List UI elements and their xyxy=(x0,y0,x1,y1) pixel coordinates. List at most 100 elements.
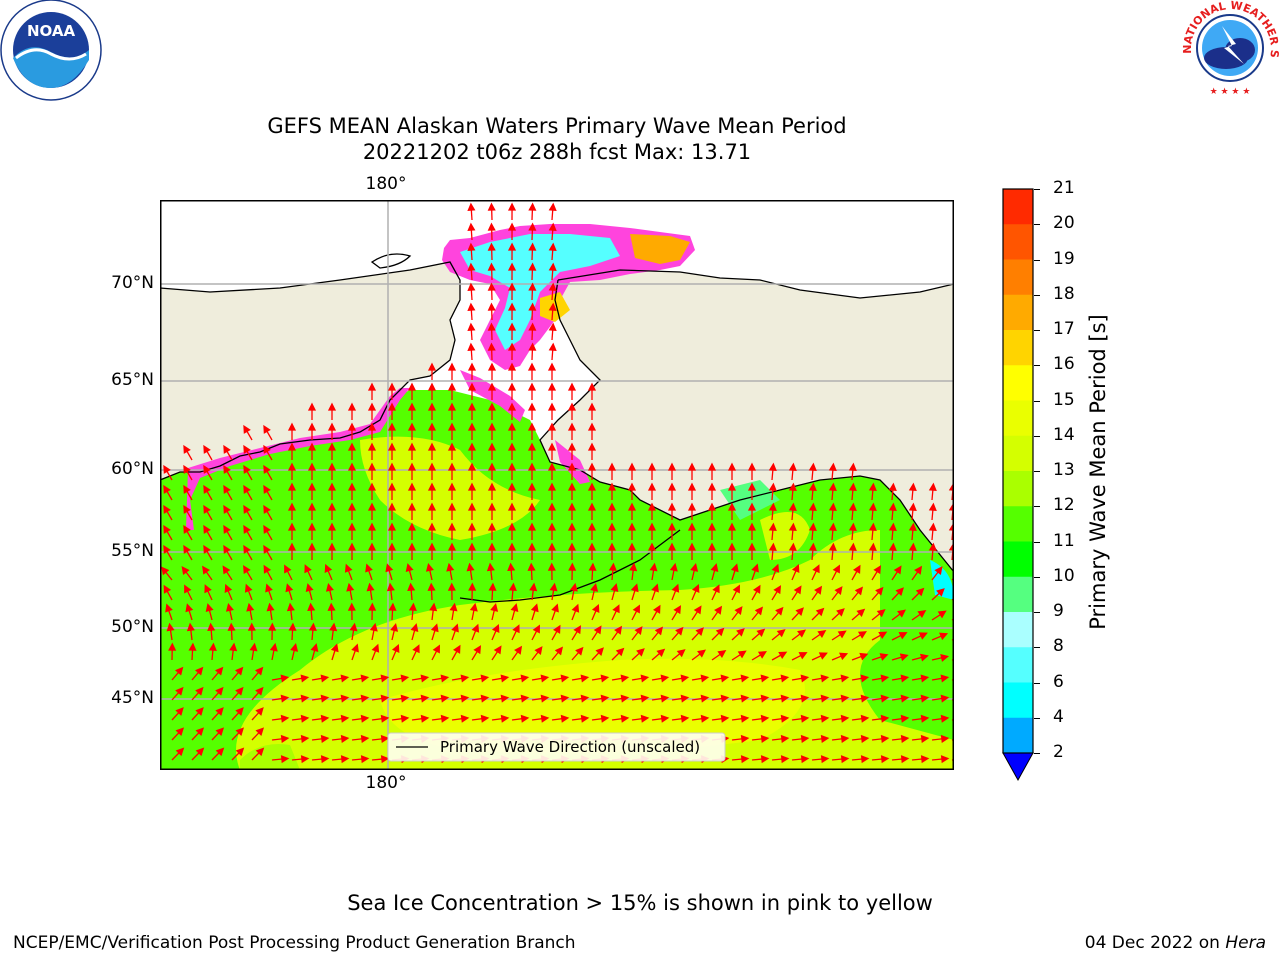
wave-arrow-head xyxy=(447,462,457,471)
wave-arrow-head xyxy=(940,734,950,743)
wave-arrow-head xyxy=(530,603,539,613)
wave-arrow-head xyxy=(490,603,499,612)
wave-arrow-head xyxy=(707,542,717,551)
wave-arrow-head xyxy=(649,562,658,572)
wave-arrow-head xyxy=(223,464,231,474)
wave-arrow-head xyxy=(507,382,517,391)
wave-arrow-head xyxy=(287,482,297,491)
colorbar-tick-mark xyxy=(1034,647,1040,649)
colorbar-tick-label: 16 xyxy=(1053,354,1075,375)
noaa-logo: NOAA xyxy=(0,0,102,101)
wave-arrow-head xyxy=(839,652,849,661)
colorbar-tick-mark xyxy=(1034,365,1040,367)
wave-arrow-head xyxy=(547,482,557,491)
wave-arrow-head xyxy=(223,444,231,454)
wave-arrow-head xyxy=(773,585,782,595)
wave-arrow-head xyxy=(367,502,377,511)
wave-arrow-head xyxy=(254,666,264,676)
wave-arrow-head xyxy=(629,562,638,572)
colorbar-band xyxy=(1003,576,1033,613)
wave-arrow-head xyxy=(307,462,317,471)
wave-arrow-head xyxy=(368,602,377,611)
wave-arrow-head xyxy=(330,643,339,653)
wave-arrow-head xyxy=(669,562,678,572)
wave-arrow-head xyxy=(815,607,825,617)
wave-arrow-head xyxy=(547,542,557,551)
wave-arrow-head xyxy=(820,734,830,743)
wave-arrow-head xyxy=(407,542,417,551)
wave-arrow-head xyxy=(467,282,476,291)
wave-arrow-head xyxy=(691,583,700,594)
wave-arrow-head xyxy=(840,714,850,723)
wave-arrow-head xyxy=(288,622,297,631)
wave-arrow-head xyxy=(840,734,850,743)
wave-arrow-head xyxy=(607,502,617,511)
wave-arrow-head xyxy=(367,402,377,411)
wave-arrow-head xyxy=(447,442,457,451)
wave-arrow-head xyxy=(554,646,564,656)
wave-arrow-head xyxy=(569,582,578,592)
wave-arrow-head xyxy=(263,524,271,534)
wave-arrow-head xyxy=(280,694,290,703)
wave-arrow-head xyxy=(307,502,317,511)
wave-arrow-head xyxy=(305,583,314,592)
colorbar-tick-label: 2 xyxy=(1053,742,1064,762)
wave-arrow-head xyxy=(587,422,597,431)
wave-arrow-head xyxy=(307,482,317,491)
wave-arrow-head xyxy=(740,694,750,703)
wave-arrow-head xyxy=(615,647,625,657)
wave-arrow-head xyxy=(427,462,437,471)
wave-arrow-head xyxy=(500,714,510,723)
noaa-logo-text: NOAA xyxy=(27,22,76,40)
wave-arrow-head xyxy=(175,727,185,737)
wave-arrow-head xyxy=(280,734,290,743)
wave-arrow-head xyxy=(507,222,517,231)
wave-arrow-head xyxy=(347,462,357,471)
wave-arrow-head xyxy=(520,714,530,723)
wave-arrow-head xyxy=(427,402,437,411)
wave-arrow-head xyxy=(587,522,597,531)
wave-arrow-head xyxy=(940,653,950,662)
wave-arrow-head xyxy=(687,462,697,471)
wave-arrow-head xyxy=(800,734,810,743)
wave-arrow-head xyxy=(868,482,877,492)
wave-arrow-head xyxy=(183,544,191,554)
wave-arrow-head xyxy=(347,442,357,451)
wave-arrow-head xyxy=(788,462,797,472)
wave-arrow-head xyxy=(868,522,877,532)
wave-arrow-head xyxy=(528,302,537,311)
wave-arrow-head xyxy=(215,707,224,716)
wave-arrow-head xyxy=(671,583,680,593)
wave-arrow-head xyxy=(467,402,477,411)
wave-arrow-head xyxy=(636,648,645,657)
wave-arrow-head xyxy=(263,544,271,554)
wave-arrow-head xyxy=(263,484,271,494)
wave-arrow-head xyxy=(467,502,477,511)
colorbar-tick-label: 17 xyxy=(1053,319,1075,339)
wave-arrow-head xyxy=(163,484,171,494)
wave-arrow-head xyxy=(244,583,253,593)
wave-arrow-head xyxy=(202,565,210,575)
wave-arrow-head xyxy=(653,604,661,614)
wave-arrow-head xyxy=(287,442,297,451)
wave-arrow-head xyxy=(387,422,397,431)
wave-arrow-head xyxy=(507,502,517,511)
wave-arrow-head xyxy=(380,734,390,743)
wave-arrow-head xyxy=(243,444,251,454)
wave-arrow-head xyxy=(528,202,537,211)
lon-label-bottom: 180° xyxy=(365,773,407,793)
wave-arrow-head xyxy=(740,714,750,723)
wave-arrow-head xyxy=(860,755,870,764)
wave-arrow-head xyxy=(467,302,476,311)
wave-arrow-head xyxy=(848,502,857,512)
wave-arrow-head xyxy=(800,674,810,683)
wave-arrow-head xyxy=(507,342,517,351)
wave-arrow-head xyxy=(900,755,910,764)
wave-arrow-head xyxy=(828,522,837,532)
wave-arrow-head xyxy=(547,502,557,511)
wave-arrow-head xyxy=(893,565,902,575)
wave-arrow-head xyxy=(165,603,173,613)
wave-arrow-head xyxy=(507,542,517,551)
wave-arrow-head xyxy=(587,442,597,451)
wave-arrow-head xyxy=(407,382,417,391)
